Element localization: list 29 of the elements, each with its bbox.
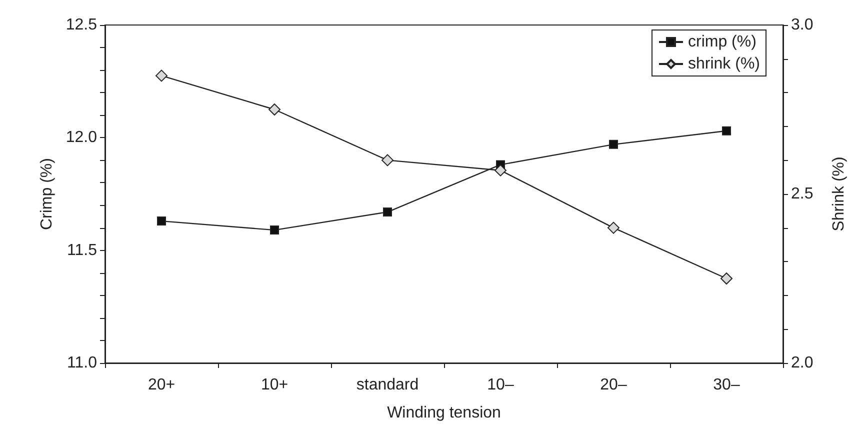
y-axis-title: Crimp (%)	[38, 158, 56, 230]
x-tick-label: 30–	[713, 376, 740, 394]
point	[609, 140, 618, 149]
point	[270, 226, 279, 235]
y-tick-label: 11.5	[67, 242, 98, 259]
y2-tick-label: 2.5	[791, 186, 814, 202]
point	[494, 164, 506, 176]
x-tick-label: standard	[356, 376, 419, 394]
y-tick-label: 12.5	[66, 16, 98, 34]
x-tick-label: 10–	[487, 376, 514, 394]
point	[608, 222, 620, 234]
y2-tick-label: 3.0	[791, 16, 814, 34]
point	[157, 216, 166, 226]
y2-tick-label: 2.0	[791, 354, 814, 372]
y-tick-label: 11.0	[67, 354, 98, 372]
point	[156, 70, 168, 82]
point	[720, 272, 732, 284]
x-tick-label: 20+	[148, 376, 176, 394]
point	[382, 154, 394, 166]
y-tick-label: 12.0	[66, 129, 98, 146]
y2-axis-title: Shrink (%)	[830, 156, 848, 232]
point	[268, 104, 280, 116]
point	[722, 126, 731, 136]
legend-label: crimp (%)	[688, 34, 756, 50]
x-tick-label: 20–	[600, 376, 627, 394]
legend-label: shrink (%)	[688, 56, 760, 72]
point	[383, 208, 392, 217]
x-axis-title: Winding tension	[387, 404, 501, 422]
x-tick-label: 10+	[260, 376, 288, 394]
